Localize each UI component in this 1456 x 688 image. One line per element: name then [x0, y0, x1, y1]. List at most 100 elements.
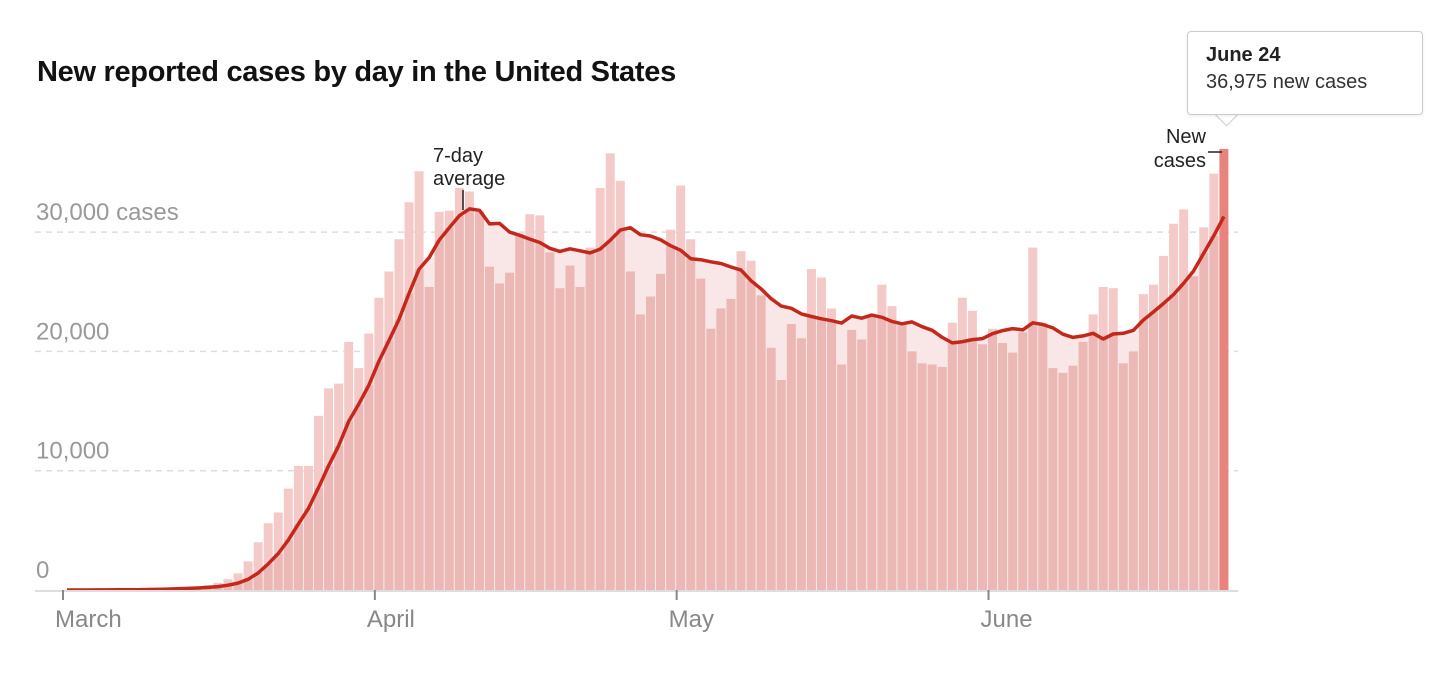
bar [947, 342, 957, 590]
bar [1078, 341, 1088, 590]
bar-excess [344, 341, 354, 422]
bar-excess [324, 388, 334, 466]
bar-annotation-line1: New [1166, 126, 1207, 148]
bar [877, 317, 887, 590]
bar [776, 380, 786, 590]
bar [303, 508, 313, 590]
bar [1148, 311, 1158, 590]
bar [957, 341, 967, 590]
bar [454, 215, 464, 590]
bar-excess [1148, 284, 1158, 312]
bar-excess [253, 542, 263, 573]
bar [535, 242, 545, 590]
bar [1048, 368, 1058, 590]
bar [666, 245, 676, 590]
bar [625, 271, 635, 590]
bar [1068, 365, 1078, 590]
bar [927, 364, 937, 590]
bar [1008, 352, 1018, 590]
bar [283, 540, 293, 590]
bar-excess [263, 523, 273, 564]
bar-excess [615, 180, 625, 231]
x-tick-label: April [367, 606, 415, 633]
bar [615, 230, 625, 590]
bar [585, 252, 595, 591]
bar [806, 316, 816, 590]
tooltip-value: 36,975 new cases [1206, 71, 1368, 93]
bar-excess [887, 306, 897, 322]
bar [263, 563, 273, 590]
bar-excess [434, 211, 444, 241]
bar [867, 316, 877, 590]
bar [444, 227, 454, 590]
bar [464, 208, 474, 591]
bar-excess [454, 187, 464, 216]
bar [726, 298, 736, 590]
bar [937, 366, 947, 590]
bar [233, 583, 243, 590]
bar-excess [967, 310, 977, 340]
bar-excess [223, 579, 233, 586]
bar [887, 321, 897, 590]
bar-excess [374, 297, 384, 362]
bar [786, 323, 796, 590]
bar [354, 404, 364, 590]
bar [897, 325, 907, 590]
bar [676, 250, 686, 590]
bar [414, 269, 424, 590]
bar-excess [213, 582, 223, 587]
bar [555, 288, 565, 590]
bar-excess [233, 573, 243, 584]
bar [515, 235, 525, 591]
bar [344, 421, 354, 590]
bar [293, 523, 303, 590]
y-tick-label: 10,000 [36, 438, 109, 465]
bar [364, 385, 374, 590]
bar-excess [303, 465, 313, 509]
bar [575, 286, 585, 590]
bar [1199, 253, 1209, 590]
bar-excess [1169, 223, 1179, 295]
bar [505, 272, 515, 590]
bar [525, 239, 535, 590]
bar [635, 314, 645, 590]
bar-excess [1209, 173, 1219, 236]
y-tick-label: 30,000 cases [36, 199, 179, 226]
y-tick-label: 20,000 [36, 318, 109, 345]
bar [998, 343, 1008, 590]
bar [1128, 351, 1138, 590]
bar-excess [585, 247, 595, 253]
bar [1018, 332, 1028, 590]
bar [1209, 235, 1219, 590]
bar-excess [827, 308, 837, 321]
avg-annotation-line1: 7-day [433, 145, 483, 167]
bar-excess [535, 215, 545, 243]
bar-excess [676, 185, 686, 251]
bar [1118, 363, 1128, 590]
bar [756, 295, 766, 590]
bar-excess [444, 210, 454, 228]
bar [394, 319, 404, 590]
bar [907, 351, 917, 590]
bar-annotation-line2: cases [1154, 150, 1206, 172]
bar [434, 240, 444, 590]
bar-excess [293, 465, 303, 524]
chart-title: New reported cases by day in the United … [37, 56, 676, 88]
bar-excess [1159, 255, 1169, 304]
bar [495, 283, 505, 590]
bar-excess [334, 383, 344, 446]
bar [736, 270, 746, 590]
bar [837, 364, 847, 590]
bar-excess [686, 239, 696, 259]
bar [1038, 324, 1048, 590]
bar-excess [746, 260, 756, 281]
bar [988, 333, 998, 590]
bar [766, 347, 776, 590]
bar [605, 240, 615, 590]
bar-excess [404, 202, 414, 294]
bar-excess [1138, 294, 1148, 321]
bar [706, 328, 716, 590]
bar [1028, 322, 1038, 590]
bar-excess [414, 171, 424, 270]
